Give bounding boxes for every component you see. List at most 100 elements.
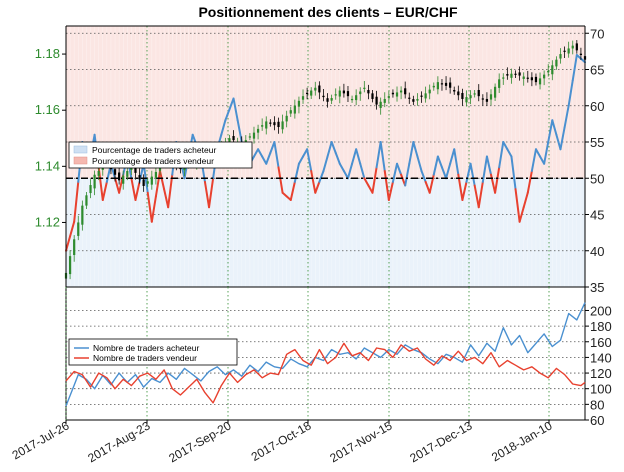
right-tick-label: 50 — [590, 171, 604, 186]
count-tick-label: 80 — [590, 397, 604, 412]
candle-body — [232, 136, 235, 141]
sentiment-segment — [334, 151, 341, 165]
buyer-count-line — [65, 302, 586, 407]
x-tick-label: 2017-Jul-26 — [10, 418, 72, 462]
left-tick-label: 1.18 — [35, 46, 60, 61]
sentiment-segment — [330, 141, 337, 154]
candle-body — [473, 93, 476, 95]
sentiment-segment — [163, 188, 170, 209]
sentiment-segment — [326, 141, 333, 158]
candle-body — [142, 179, 145, 186]
candle-body — [506, 74, 509, 76]
sentiment-segment — [375, 141, 382, 169]
sentiment-segment — [400, 173, 407, 187]
candle-body — [436, 82, 439, 90]
sentiment-segment — [338, 162, 345, 172]
candle-body — [383, 98, 386, 103]
candle-body — [514, 73, 517, 75]
candle-body — [293, 105, 296, 114]
candle-body — [408, 97, 411, 99]
candle-body — [355, 95, 358, 101]
sentiment-segment — [469, 162, 476, 187]
candle-body — [530, 77, 533, 81]
sentiment-segment — [379, 141, 386, 172]
sentiment-segment — [351, 148, 358, 165]
candle-body — [261, 125, 264, 127]
candle-body — [518, 72, 521, 76]
count-tick-label: 60 — [590, 413, 604, 428]
sentiment-segment — [257, 148, 264, 158]
sentiment-segment — [297, 155, 305, 165]
candle-body — [563, 50, 566, 52]
candle-body — [538, 78, 542, 85]
candle-body — [551, 65, 554, 75]
candle-body — [289, 110, 292, 114]
candle-body — [416, 98, 419, 101]
sentiment-segment — [547, 119, 554, 143]
candle-body — [579, 53, 583, 55]
candle-body — [453, 89, 456, 92]
sentiment-segment — [420, 170, 427, 183]
candle-body — [269, 122, 272, 124]
candle-body — [318, 85, 321, 93]
sentiment-segment — [134, 180, 141, 201]
sentiment-segment — [567, 79, 574, 107]
candle-body — [93, 174, 96, 189]
sentiment-segment — [363, 177, 370, 187]
right-tick-label: 45 — [590, 208, 604, 223]
candle-body — [391, 92, 395, 95]
candle-body — [301, 96, 305, 100]
x-tick-label: 2018-Jan-10 — [489, 418, 555, 464]
sentiment-segment — [485, 155, 493, 176]
sentiment-segment — [310, 170, 317, 194]
buyer-zone — [66, 178, 585, 287]
candle-body — [297, 100, 301, 107]
candle-body — [375, 96, 378, 105]
sentiment-segment — [514, 188, 521, 223]
sentiment-segment — [355, 148, 362, 165]
sentiment-segment — [396, 162, 403, 176]
legend-box — [68, 338, 238, 366]
candle-body — [449, 82, 452, 88]
count-tick-label: 160 — [590, 335, 612, 350]
candle-body — [412, 99, 415, 102]
candle-body — [559, 54, 562, 59]
candle-body — [314, 87, 317, 91]
sentiment-segment — [428, 173, 435, 194]
sentiment-segment — [150, 195, 157, 223]
sentiment-segment — [473, 184, 480, 209]
sentiment-segment — [526, 170, 533, 194]
candle-body — [534, 76, 538, 83]
candle-body — [85, 195, 88, 206]
sentiment-segment — [371, 166, 378, 194]
sentiment-segment — [530, 148, 537, 172]
candle-body — [330, 98, 333, 101]
candle-body — [81, 205, 84, 225]
legend-label-seller: Pourcentage de traders vendeur — [92, 156, 214, 166]
candle-body — [113, 169, 117, 175]
sentiment-segment — [555, 133, 562, 151]
candle-body — [457, 91, 460, 96]
x-tick-label: 2017-Nov-15 — [327, 418, 394, 465]
x-tick-label: 2017-Aug-23 — [85, 418, 152, 465]
candle-body — [334, 94, 337, 96]
candle-body — [126, 171, 129, 177]
right-tick-label: 55 — [590, 135, 604, 150]
candle-body — [526, 77, 529, 79]
candle-body — [146, 181, 149, 184]
sentiment-segment — [408, 141, 415, 165]
candle-body — [469, 95, 472, 99]
sentiment-segment — [387, 180, 394, 201]
sentiment-segment — [314, 180, 321, 194]
sentiment-segment — [510, 155, 517, 191]
candle-body — [575, 43, 578, 51]
candle-body — [305, 92, 309, 94]
right-tick-label: 65 — [590, 63, 604, 78]
sentiment-segment — [224, 108, 231, 122]
sentiment-segment — [522, 191, 529, 209]
candle-body — [547, 70, 550, 73]
candle-body — [326, 98, 329, 102]
candle-body — [571, 45, 574, 49]
